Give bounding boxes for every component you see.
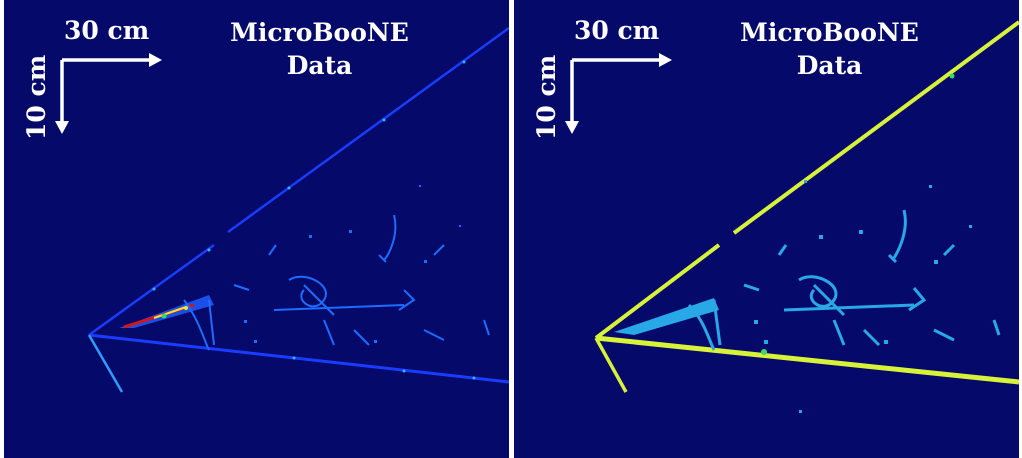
arrow-right-icon — [659, 53, 672, 67]
vertical-scale-label: 10 cm — [532, 54, 561, 140]
arrow-down-icon — [55, 121, 69, 134]
event-display-right-panel: 30 cm 10 cm MicroBooNE Data — [514, 0, 1019, 458]
horizontal-scale-label: 30 cm — [64, 16, 150, 45]
scale-arrows — [55, 53, 162, 134]
title-line-2: Data — [796, 51, 863, 80]
title-line-1: MicroBooNE — [740, 18, 919, 47]
title-line-1: MicroBooNE — [230, 18, 409, 47]
arrow-right-icon — [149, 53, 162, 67]
vertical-scale-label: 10 cm — [22, 54, 51, 140]
arrow-down-icon — [565, 121, 579, 134]
scale-arrows — [565, 53, 672, 134]
reconstructed-image — [594, 20, 1019, 413]
title-line-2: Data — [286, 51, 353, 80]
event-display-left-panel: 30 cm 10 cm MicroBooNE Data — [4, 0, 509, 458]
panel-title: MicroBooNE Data — [202, 16, 437, 82]
raw-hit-image — [87, 26, 509, 393]
panel-title: MicroBooNE Data — [712, 16, 947, 82]
horizontal-scale-label: 30 cm — [574, 16, 660, 45]
